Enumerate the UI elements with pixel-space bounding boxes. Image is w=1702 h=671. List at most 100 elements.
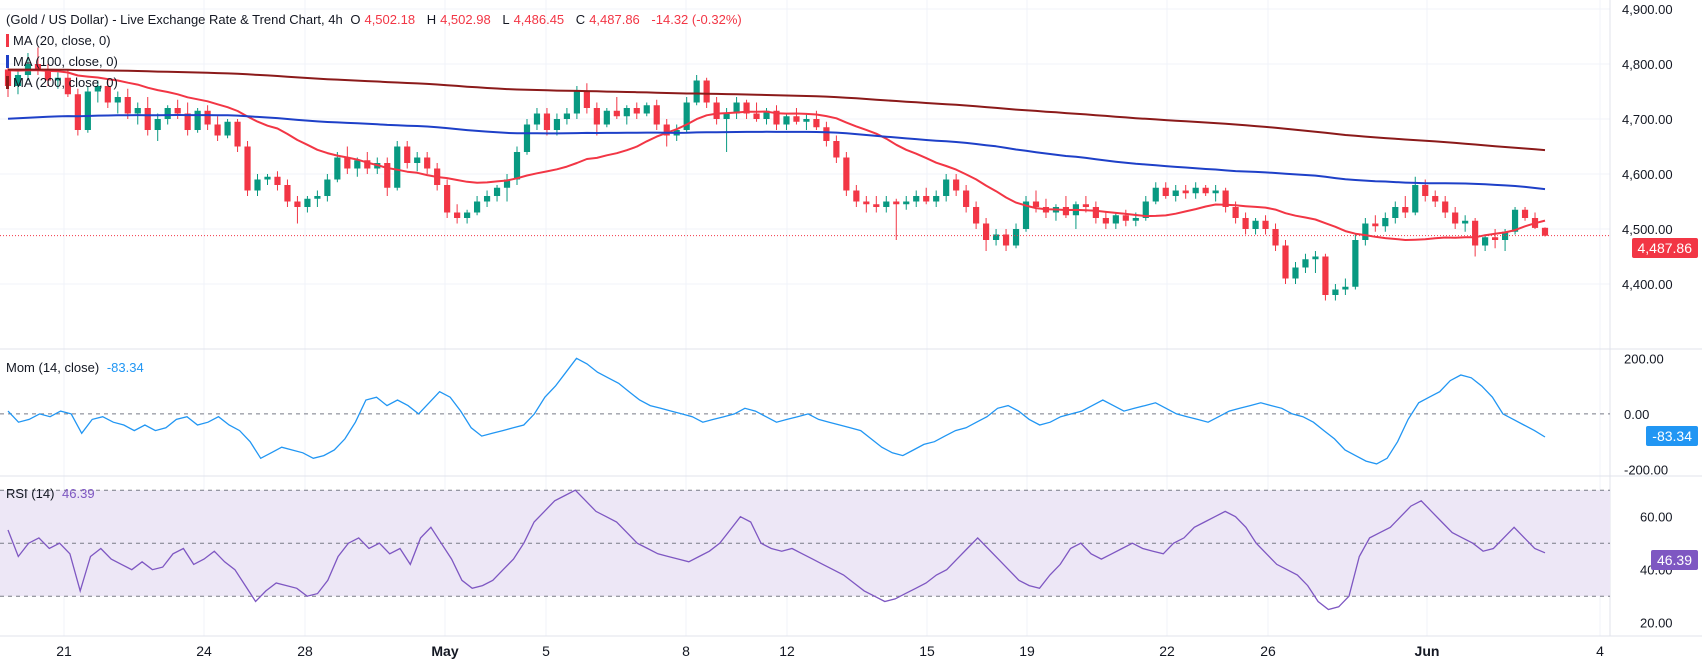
candle-body xyxy=(913,196,920,202)
candle-body xyxy=(1462,220,1469,224)
candle xyxy=(523,119,531,155)
candle xyxy=(1062,196,1070,218)
candle-body xyxy=(1312,256,1319,260)
candle-body xyxy=(74,94,81,130)
candle xyxy=(1092,201,1099,224)
candle-body xyxy=(344,157,351,169)
candle xyxy=(923,187,930,205)
candle-body xyxy=(743,102,750,114)
candle-body xyxy=(543,113,551,130)
candle xyxy=(1182,185,1189,199)
candle-body xyxy=(1112,215,1119,224)
candle xyxy=(643,102,650,117)
candle-body xyxy=(1412,185,1419,213)
candle xyxy=(1112,212,1119,229)
candle-body xyxy=(1252,220,1259,229)
price-tick-label: 4,600.00 xyxy=(1622,167,1673,182)
ma200-label: MA (200, close, 0) xyxy=(13,75,118,90)
candle xyxy=(1382,212,1389,232)
candle-body xyxy=(1392,207,1399,218)
price-tick-label: 4,500.00 xyxy=(1622,222,1673,237)
candle xyxy=(803,113,810,130)
candle-body xyxy=(853,190,860,202)
candle xyxy=(334,152,341,183)
candle-body xyxy=(973,207,980,224)
candle xyxy=(1332,284,1339,301)
rsi-legend[interactable]: RSI (14) 46.39 xyxy=(6,483,99,504)
candle xyxy=(314,190,321,207)
candle xyxy=(553,113,561,136)
rsi-label: RSI (14) xyxy=(6,486,55,501)
candle xyxy=(274,171,281,191)
candle xyxy=(583,83,590,114)
time-tick-label: 26 xyxy=(1260,643,1276,659)
candle-body xyxy=(134,108,141,114)
candle-body xyxy=(114,97,121,103)
time-tick-label: 19 xyxy=(1019,643,1035,659)
rsi-band xyxy=(0,490,1610,597)
candle xyxy=(1302,253,1309,273)
momentum-value: -83.34 xyxy=(106,360,144,375)
candle-body xyxy=(1322,256,1329,295)
candle-body xyxy=(703,80,710,103)
candle xyxy=(394,141,401,191)
candle-body xyxy=(1342,286,1349,290)
candle xyxy=(1052,204,1060,221)
candle-body xyxy=(783,116,790,125)
legend-ma200[interactable]: MA (200, close, 0) xyxy=(6,72,122,93)
candle xyxy=(823,121,830,147)
candle xyxy=(493,185,501,202)
candle-body xyxy=(563,113,571,119)
candle-body xyxy=(274,176,281,185)
candle xyxy=(134,102,141,125)
legend-ma100[interactable]: MA (100, close, 0) xyxy=(6,51,122,72)
candle-body xyxy=(324,179,331,196)
candle xyxy=(723,108,730,152)
candle-body xyxy=(294,201,301,207)
candle xyxy=(1272,223,1279,251)
candle xyxy=(204,105,211,130)
candle-body xyxy=(573,91,580,114)
rsi-value-tag: 46.39 xyxy=(1650,550,1698,570)
candle xyxy=(1492,229,1499,249)
candle-body xyxy=(1162,187,1169,196)
candle-body xyxy=(1022,201,1030,229)
candle xyxy=(1162,182,1169,199)
candle xyxy=(1531,212,1539,229)
candle-body xyxy=(444,185,451,213)
momentum-legend[interactable]: Mom (14, close) -83.34 xyxy=(6,357,148,378)
legend-ma20[interactable]: MA (20, close, 0) xyxy=(6,30,115,51)
candle-body xyxy=(823,127,830,141)
candle-body xyxy=(284,185,291,202)
momentum-label: Mom (14, close) xyxy=(6,360,100,375)
candle xyxy=(883,196,890,213)
candle-body xyxy=(773,110,780,125)
candle xyxy=(1222,187,1229,213)
ohlc-high: H 4,502.98 xyxy=(426,12,491,27)
time-tick-label: 4 xyxy=(1596,643,1604,659)
candle xyxy=(44,64,52,86)
candle-body xyxy=(184,113,191,130)
candle xyxy=(733,97,740,119)
candle-body xyxy=(384,163,391,188)
candle-body xyxy=(633,108,640,114)
last-price-tag: 4,487.86 xyxy=(1631,238,1698,258)
candle-body xyxy=(94,86,101,92)
candle-body xyxy=(1232,207,1239,218)
candle-body xyxy=(683,102,690,130)
candle-body xyxy=(1082,204,1089,207)
candle xyxy=(1342,278,1349,295)
ma200-line xyxy=(8,68,1546,152)
candle-body xyxy=(204,110,211,125)
candle xyxy=(833,135,840,163)
candle xyxy=(384,157,391,196)
candle xyxy=(1372,215,1379,232)
candle xyxy=(1262,215,1269,235)
candle xyxy=(1102,212,1109,229)
candle xyxy=(1352,234,1359,290)
candle-body xyxy=(473,201,481,213)
candle xyxy=(1432,190,1439,207)
candle xyxy=(354,157,361,177)
ma20-swatch xyxy=(6,34,9,47)
